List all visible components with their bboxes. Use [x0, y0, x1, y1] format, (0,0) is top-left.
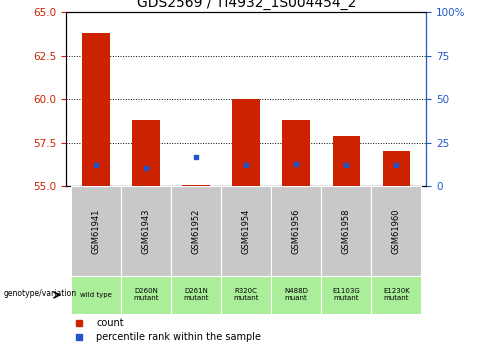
- Text: GSM61956: GSM61956: [292, 208, 301, 254]
- Bar: [383, 151, 410, 186]
- Text: E1103G
mutant: E1103G mutant: [332, 288, 360, 302]
- Text: GSM61958: GSM61958: [342, 208, 351, 254]
- Bar: [82, 33, 110, 186]
- Bar: [182, 185, 210, 186]
- Text: GSM61954: GSM61954: [242, 208, 251, 254]
- Bar: [333, 136, 360, 186]
- Text: GSM61952: GSM61952: [192, 208, 201, 254]
- Bar: [171, 276, 221, 314]
- Bar: [371, 276, 421, 314]
- Bar: [371, 186, 421, 276]
- Bar: [121, 186, 171, 276]
- Text: D260N
mutant: D260N mutant: [133, 288, 159, 302]
- Text: wild type: wild type: [80, 292, 112, 298]
- Text: GSM61943: GSM61943: [142, 208, 151, 254]
- Bar: [132, 120, 160, 186]
- Bar: [221, 276, 271, 314]
- Text: R320C
mutant: R320C mutant: [233, 288, 259, 302]
- Bar: [283, 120, 310, 186]
- Bar: [71, 186, 121, 276]
- Bar: [232, 99, 260, 186]
- Text: E1230K
mutant: E1230K mutant: [383, 288, 410, 302]
- Bar: [221, 186, 271, 276]
- Text: count: count: [97, 318, 124, 328]
- Bar: [321, 186, 371, 276]
- Text: percentile rank within the sample: percentile rank within the sample: [97, 332, 262, 342]
- Text: N488D
muant: N488D muant: [284, 288, 308, 302]
- Bar: [171, 186, 221, 276]
- Text: genotype/variation: genotype/variation: [3, 288, 76, 298]
- Text: GSM61960: GSM61960: [392, 208, 401, 254]
- Bar: [71, 276, 121, 314]
- Bar: [271, 186, 321, 276]
- Text: GSM61941: GSM61941: [92, 208, 100, 254]
- Title: GDS2569 / TI4932_1S004454_2: GDS2569 / TI4932_1S004454_2: [137, 0, 356, 10]
- Text: D261N
mutant: D261N mutant: [183, 288, 209, 302]
- Bar: [271, 276, 321, 314]
- Bar: [121, 276, 171, 314]
- Bar: [321, 276, 371, 314]
